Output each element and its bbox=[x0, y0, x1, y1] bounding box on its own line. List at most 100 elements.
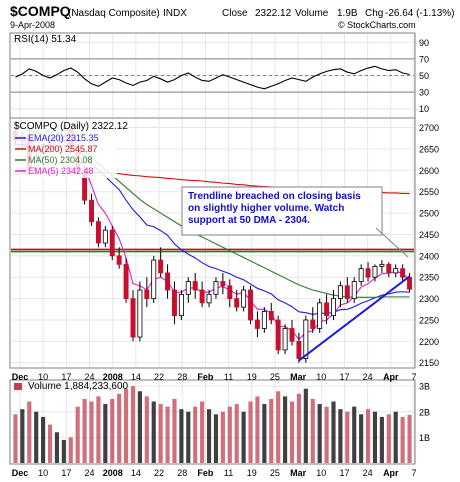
candle-body bbox=[89, 199, 94, 223]
volume-bar bbox=[393, 411, 398, 463]
price-tick-label: 2600 bbox=[419, 166, 439, 176]
price-panel bbox=[9, 117, 416, 369]
volume-x-tick-label: Apr bbox=[383, 468, 399, 478]
price-tick-label: 2200 bbox=[419, 337, 439, 347]
volume-bar bbox=[234, 404, 239, 463]
volume-bar bbox=[310, 398, 315, 463]
price-x-tick-label: 28 bbox=[177, 372, 187, 382]
volume-tick-label: 1B bbox=[419, 433, 430, 443]
volume-bar bbox=[227, 406, 232, 463]
candle-body bbox=[199, 289, 205, 304]
price-tick-label: 2400 bbox=[419, 251, 439, 261]
volume-bar bbox=[345, 411, 350, 463]
candle-body bbox=[310, 319, 316, 329]
volume-tick-label: 2B bbox=[419, 407, 430, 417]
volume-x-tick-label: 7 bbox=[411, 468, 416, 478]
chg-value: -26.64 (-1.13%) bbox=[385, 8, 454, 19]
price-tick-label: 2650 bbox=[419, 144, 439, 154]
annotation-text: Trendline breached on closing basis on sl… bbox=[188, 191, 361, 226]
volume-bar bbox=[386, 414, 391, 463]
price-x-tick-label: 2008 bbox=[103, 372, 123, 382]
legend-background bbox=[11, 120, 117, 178]
candle-body bbox=[365, 268, 371, 278]
candle-body bbox=[151, 259, 157, 299]
volume-bar bbox=[193, 406, 198, 463]
candle-body bbox=[95, 221, 101, 244]
legend-entry: EMA(5) 2342.48 bbox=[28, 166, 94, 176]
watermark: © StockCharts.com bbox=[338, 20, 416, 30]
rsi-tick-label: 90 bbox=[419, 38, 429, 48]
volume-x-tick-label: 17 bbox=[61, 468, 71, 478]
candle-body bbox=[275, 319, 281, 351]
price-x-tick-label: 7 bbox=[411, 372, 416, 382]
volume-bar bbox=[61, 439, 66, 463]
candle-body bbox=[178, 293, 184, 317]
candle-body bbox=[379, 263, 385, 267]
volume-bar bbox=[269, 398, 274, 463]
candle-body bbox=[165, 272, 171, 291]
volume-bar bbox=[213, 414, 219, 463]
volume-bar bbox=[117, 393, 122, 463]
volume-bar bbox=[165, 406, 170, 463]
volume-bar bbox=[172, 398, 177, 463]
candle-body bbox=[213, 281, 219, 295]
candle-body bbox=[116, 255, 122, 265]
volume-bar bbox=[352, 406, 357, 463]
volume-bar bbox=[41, 416, 46, 463]
volume-bar bbox=[158, 404, 163, 463]
candle-body bbox=[254, 319, 260, 329]
volume-bar bbox=[151, 401, 156, 463]
volume-bar bbox=[338, 409, 343, 463]
candle-body bbox=[241, 289, 247, 308]
price-x-tick-label: 14 bbox=[131, 372, 141, 382]
close-label: Close bbox=[222, 8, 248, 19]
volume-bar bbox=[103, 404, 108, 463]
price-tick-label: 2250 bbox=[419, 315, 439, 325]
legend-entry: EMA(20) 2315.35 bbox=[28, 133, 99, 143]
candle-body bbox=[331, 298, 336, 317]
rsi-tick-label: 30 bbox=[419, 88, 429, 98]
candle-body bbox=[109, 229, 115, 257]
volume-bar bbox=[379, 416, 384, 463]
candle-body bbox=[171, 289, 177, 317]
volume-bar bbox=[124, 388, 129, 463]
volume-title: Volume 1,884,233,600 bbox=[28, 381, 129, 392]
candle-body bbox=[324, 302, 330, 317]
price-tick-label: 2350 bbox=[419, 273, 439, 283]
volume-x-tick-label: 19 bbox=[247, 468, 257, 478]
candle-body bbox=[102, 229, 108, 244]
rsi-tick-label: 70 bbox=[419, 54, 429, 64]
candle-body bbox=[289, 328, 295, 342]
candle-body bbox=[317, 302, 323, 329]
price-tick-label: 2300 bbox=[419, 294, 439, 304]
price-tick-label: 2550 bbox=[419, 187, 439, 197]
close-value: 2322.12 bbox=[255, 8, 292, 19]
volume-bar bbox=[89, 401, 94, 463]
volume-label: Volume bbox=[295, 8, 329, 19]
candle-body bbox=[206, 293, 212, 304]
exchange: INDX bbox=[163, 8, 187, 19]
trendline bbox=[298, 275, 411, 362]
volume-bar bbox=[130, 386, 136, 463]
volume-x-tick-label: Mar bbox=[290, 468, 307, 478]
candle-body bbox=[192, 281, 198, 291]
volume-bar bbox=[68, 437, 73, 463]
volume-bar bbox=[365, 409, 371, 463]
volume-bar bbox=[283, 396, 288, 463]
volume-x-tick-label: 11 bbox=[224, 468, 233, 478]
candle-body bbox=[282, 328, 288, 351]
price-tick-label: 2500 bbox=[419, 209, 439, 219]
price-tick-label: 2450 bbox=[419, 230, 439, 240]
price-x-tick-label: Apr bbox=[383, 372, 399, 382]
candle-body bbox=[144, 289, 150, 299]
volume-bar bbox=[359, 414, 364, 463]
candle-body bbox=[268, 311, 274, 321]
price-x-tick-label: 10 bbox=[316, 372, 326, 382]
candle-body bbox=[137, 289, 143, 338]
volume-bar bbox=[144, 396, 149, 463]
volume-bar bbox=[206, 409, 212, 463]
volume-bar bbox=[179, 409, 184, 463]
price-tick-label: 2700 bbox=[419, 123, 439, 133]
price-x-tick-label: 10 bbox=[38, 372, 48, 382]
volume-bar bbox=[186, 411, 191, 463]
